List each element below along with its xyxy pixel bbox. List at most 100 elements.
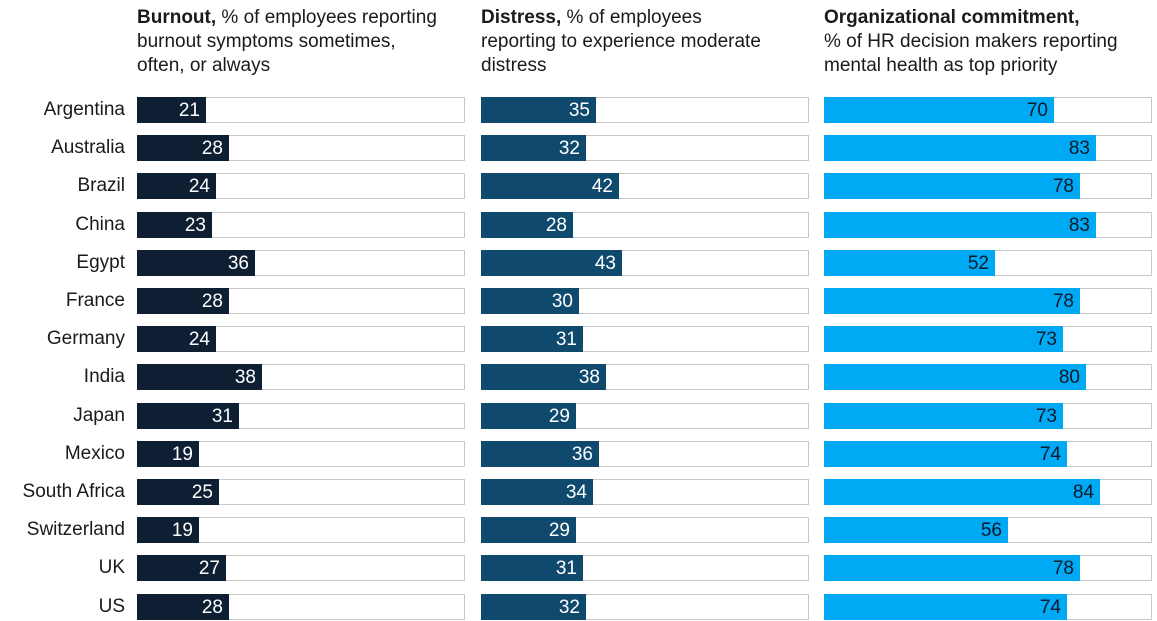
bar [824, 594, 1067, 620]
bar-track: 52 [824, 250, 1152, 276]
data-label: 78 [1052, 176, 1074, 197]
bar-track: 83 [824, 212, 1152, 238]
bar-track: 36 [481, 441, 809, 467]
bar-track: 36 [137, 250, 465, 276]
panel-title-bold: Distress, [481, 7, 562, 28]
bar [481, 326, 583, 352]
data-label: 83 [1068, 138, 1090, 159]
bar-track: 78 [824, 173, 1152, 199]
data-label: 36 [571, 444, 593, 465]
data-label: 78 [1052, 291, 1074, 312]
data-label: 52 [967, 253, 989, 274]
bar [481, 403, 576, 429]
data-label: 32 [558, 138, 580, 159]
bar-track: 73 [824, 403, 1152, 429]
bar [481, 212, 573, 238]
bar [481, 250, 622, 276]
bar [137, 555, 226, 581]
bar-track: 34 [481, 479, 809, 505]
panel-header-burnout: Burnout, % of employees reporting burnou… [137, 6, 437, 78]
data-label: 42 [591, 176, 613, 197]
data-label: 28 [201, 291, 223, 312]
bar-track: 23 [137, 212, 465, 238]
bar-track: 84 [824, 479, 1152, 505]
bar-track: 74 [824, 594, 1152, 620]
bar [824, 135, 1096, 161]
data-label: 38 [234, 367, 256, 388]
data-label: 78 [1052, 558, 1074, 579]
data-label: 21 [178, 100, 200, 121]
bar [137, 212, 212, 238]
data-label: 29 [548, 406, 570, 427]
panel-title-bold: Burnout, [137, 7, 217, 28]
category-label: China [75, 214, 125, 235]
bar [824, 212, 1096, 238]
data-label: 34 [565, 482, 587, 503]
bar-track: 78 [824, 555, 1152, 581]
bar [137, 479, 219, 505]
bar [137, 288, 229, 314]
data-label: 23 [184, 215, 206, 236]
bar-track: 42 [481, 173, 809, 199]
data-label: 31 [555, 558, 577, 579]
bar [137, 364, 262, 390]
bar [481, 517, 576, 543]
panel-title-bold: Organizational commitment, [824, 7, 1080, 28]
data-label: 29 [548, 520, 570, 541]
bar-track: 32 [481, 135, 809, 161]
data-label: 83 [1068, 215, 1090, 236]
category-label: India [83, 366, 125, 387]
data-label: 38 [578, 367, 600, 388]
bar [481, 288, 579, 314]
data-label: 74 [1039, 597, 1061, 618]
bar-track: 28 [137, 594, 465, 620]
bar-track: 25 [137, 479, 465, 505]
bar-track: 31 [481, 555, 809, 581]
category-label: Egypt [76, 252, 125, 273]
bar [137, 173, 216, 199]
bar [481, 97, 596, 123]
bar-track: 19 [137, 517, 465, 543]
panel-title-rest: % of HR decision makers reporting mental… [824, 31, 1118, 76]
bar-track: 38 [137, 364, 465, 390]
bar-track: 80 [824, 364, 1152, 390]
bar [481, 173, 619, 199]
data-label: 25 [191, 482, 213, 503]
bar-track: 21 [137, 97, 465, 123]
data-label: 74 [1039, 444, 1061, 465]
bar-track: 73 [824, 326, 1152, 352]
data-label: 31 [211, 406, 233, 427]
category-label: US [98, 596, 125, 617]
bar-track: 28 [137, 288, 465, 314]
bar [137, 97, 206, 123]
bar-track: 74 [824, 441, 1152, 467]
category-label: Germany [46, 328, 125, 349]
data-label: 30 [551, 291, 573, 312]
bar [481, 479, 593, 505]
bar [824, 97, 1054, 123]
bar [481, 364, 606, 390]
data-label: 32 [558, 597, 580, 618]
bar [824, 288, 1080, 314]
bar-track: 83 [824, 135, 1152, 161]
bar-track: 70 [824, 97, 1152, 123]
category-label: Australia [51, 137, 125, 158]
bar-track: 78 [824, 288, 1152, 314]
data-label: 73 [1035, 329, 1057, 350]
bar [137, 517, 199, 543]
data-label: 31 [555, 329, 577, 350]
bar-track: 28 [481, 212, 809, 238]
data-label: 24 [188, 329, 210, 350]
bar-track: 43 [481, 250, 809, 276]
bar [481, 441, 599, 467]
data-label: 84 [1072, 482, 1094, 503]
bar [137, 594, 229, 620]
bar [824, 173, 1080, 199]
data-label: 36 [227, 253, 249, 274]
data-label: 28 [201, 597, 223, 618]
bar [824, 326, 1063, 352]
bar-track: 27 [137, 555, 465, 581]
bar [137, 441, 199, 467]
data-label: 28 [201, 138, 223, 159]
category-label: Switzerland [26, 519, 125, 540]
